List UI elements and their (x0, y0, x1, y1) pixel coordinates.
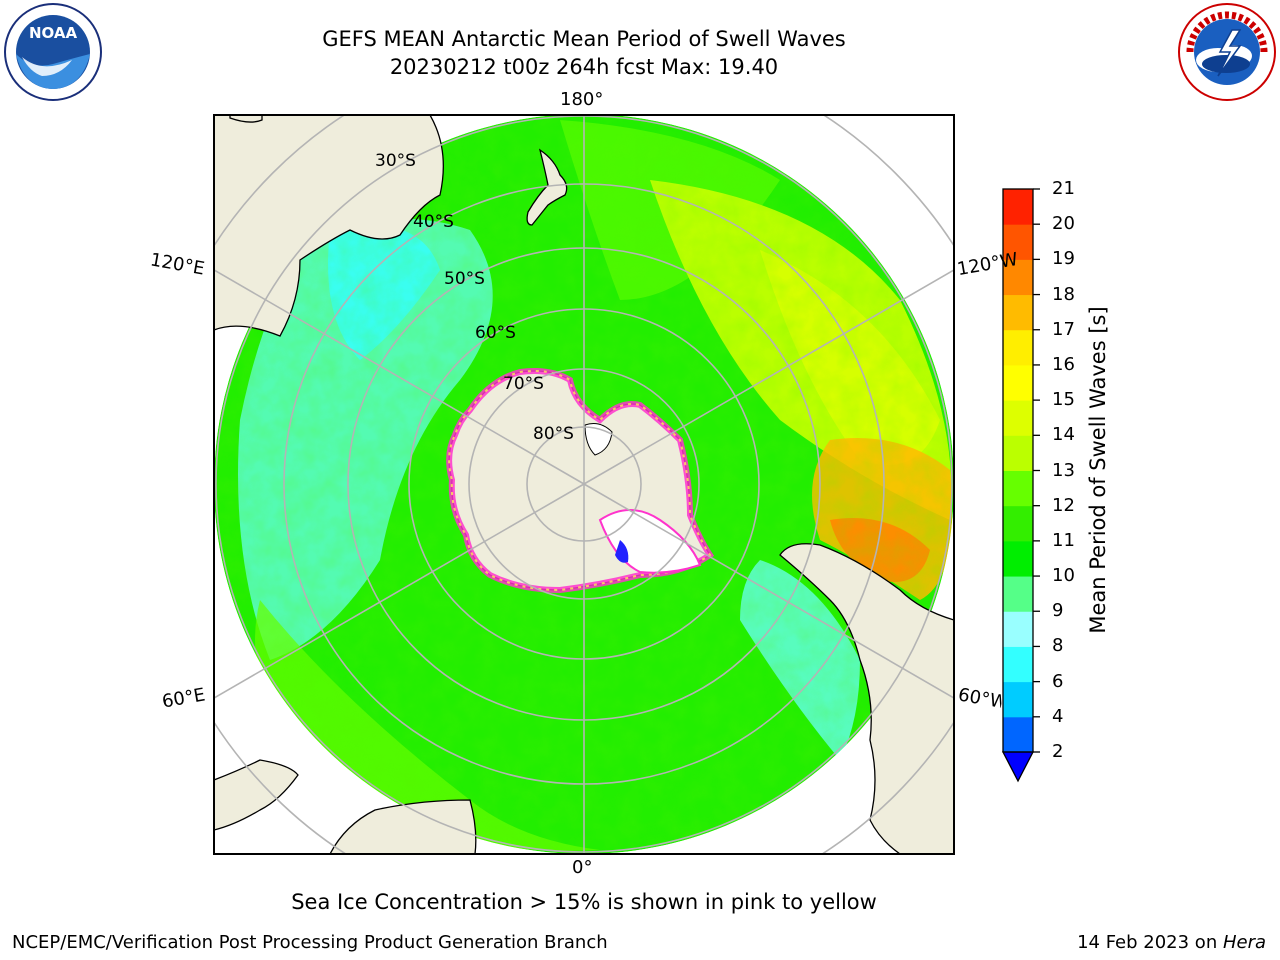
colorbar-tick-label: 16 (1052, 353, 1075, 375)
colorbar-tick-label: 20 (1052, 213, 1075, 235)
lat-label-60s: 60°S (475, 323, 516, 343)
colorbar (1001, 188, 1040, 783)
colorbar-block (1003, 224, 1033, 260)
lat-label-70s: 70°S (503, 374, 544, 394)
colorbar-block (1003, 681, 1033, 718)
colorbar-tick-label: 4 (1052, 705, 1064, 727)
colorbar-tick-label: 12 (1052, 494, 1075, 516)
lat-label-40s: 40°S (413, 212, 454, 232)
colorbar-block (1003, 329, 1033, 366)
lat-label-30s: 30°S (375, 151, 416, 171)
colorbar-tick-label: 11 (1052, 529, 1075, 551)
colorbar-block (1003, 646, 1033, 683)
colorbar-tick-label: 14 (1052, 424, 1075, 446)
nws-logo (1178, 3, 1276, 101)
lat-label-50s: 50°S (444, 269, 485, 289)
colorbar-tick-label: 8 (1052, 635, 1064, 657)
colorbar-tick-label: 18 (1052, 283, 1075, 305)
sea-ice-caption: Sea Ice Concentration > 15% is shown in … (291, 890, 877, 914)
noaa-logo: NOAA (4, 3, 102, 101)
colorbar-block (1003, 364, 1033, 401)
lon-label-180: 180° (560, 89, 604, 110)
colorbar-block (1003, 470, 1033, 507)
colorbar-tick-label: 13 (1052, 459, 1075, 481)
lat-label-80s: 80°S (533, 424, 574, 444)
noaa-logo-text: NOAA (29, 24, 78, 42)
colorbar-tick-label: 17 (1052, 318, 1075, 340)
lon-label-0: 0° (572, 857, 593, 878)
colorbar-under-arrow (1001, 751, 1035, 783)
colorbar-block (1003, 716, 1033, 753)
colorbar-tick-label: 2 (1052, 741, 1064, 762)
colorbar-block (1003, 435, 1033, 471)
colorbar-block (1003, 611, 1033, 647)
footer-date-text: 14 Feb 2023 on (1077, 932, 1223, 953)
colorbar-block (1003, 294, 1033, 331)
colorbar-tick-label: 15 (1052, 389, 1075, 411)
colorbar-tick-label: 21 (1052, 178, 1075, 199)
colorbar-block (1003, 576, 1033, 612)
colorbar-block (1003, 400, 1033, 436)
footer-date: 14 Feb 2023 on Hera (1077, 932, 1266, 953)
colorbar-block (1003, 259, 1033, 296)
colorbar-block (1003, 540, 1033, 577)
colorbar-tick-label: 10 (1052, 565, 1075, 587)
colorbar-block (1003, 505, 1033, 542)
colorbar-tick-label: 19 (1052, 248, 1075, 270)
colorbar-label: Mean Period of Swell Waves [s] (1086, 306, 1110, 634)
footer-credit: NCEP/EMC/Verification Post Processing Pr… (12, 932, 608, 953)
colorbar-block (1003, 189, 1033, 225)
map-frame (213, 114, 955, 855)
footer-system: Hera (1222, 932, 1266, 953)
chart-title: GEFS MEAN Antarctic Mean Period of Swell… (322, 27, 846, 51)
colorbar-tick-label: 6 (1052, 670, 1064, 692)
colorbar-tick-label: 9 (1052, 600, 1064, 622)
chart-subtitle: 20230212 t00z 264h fcst Max: 19.40 (389, 55, 779, 79)
